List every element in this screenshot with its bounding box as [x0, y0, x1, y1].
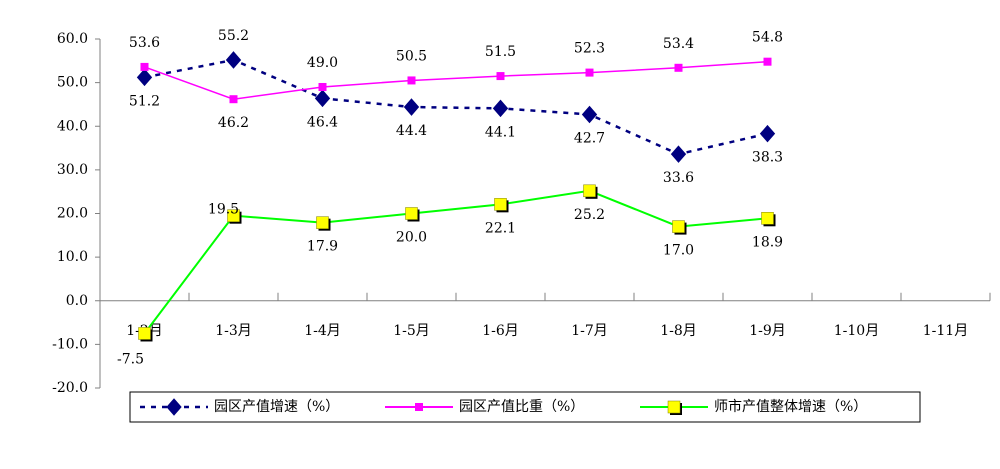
data-label: 17.0	[663, 243, 694, 259]
legend-item: 园区产值增速（%）	[140, 398, 339, 416]
y-tick-label: 10.0	[57, 249, 88, 265]
data-label: 44.1	[485, 124, 516, 140]
data-label: 25.2	[574, 207, 605, 223]
y-tick-label: 0.0	[66, 293, 88, 309]
data-label: 46.2	[218, 115, 249, 131]
marker-face	[494, 198, 507, 211]
data-label: 49.0	[307, 55, 338, 71]
y-tick-label: 30.0	[57, 162, 88, 178]
data-label: 33.6	[663, 170, 694, 186]
marker-face	[138, 327, 151, 340]
x-tick-label: 1-3月	[215, 323, 252, 339]
y-tick-label: -20.0	[52, 380, 88, 396]
series-line	[144, 60, 768, 100]
marker	[318, 82, 327, 91]
y-tick-label: 50.0	[57, 75, 88, 91]
data-label: 22.1	[485, 220, 516, 236]
marker	[166, 398, 182, 416]
marker-face	[667, 400, 681, 414]
data-label: 20.0	[396, 230, 427, 246]
series-line	[144, 58, 768, 156]
x-tick-label: 1-7月	[571, 323, 608, 339]
legend-label: 师市产值整体增速（%）	[714, 398, 867, 415]
x-tick-label: 1-6月	[482, 323, 519, 339]
data-label: 50.5	[396, 48, 427, 64]
y-tick-label: 60.0	[57, 31, 88, 47]
data-label: 51.5	[485, 44, 516, 60]
marker	[674, 63, 683, 72]
data-label: 51.2	[129, 93, 160, 109]
marker	[492, 99, 509, 118]
marker	[670, 145, 687, 163]
data-label: 19.5	[208, 202, 239, 218]
marker	[761, 212, 776, 227]
marker	[759, 124, 776, 143]
data-label: -7.5	[117, 351, 144, 367]
data-label: 17.9	[307, 239, 338, 255]
x-tick-label: 1-11月	[923, 323, 968, 339]
legend-item: 园区产值比重（%）	[385, 399, 584, 415]
data-label: 46.4	[307, 114, 338, 130]
marker	[140, 62, 149, 71]
marker-face	[672, 220, 685, 233]
marker	[225, 51, 242, 69]
data-label: 55.2	[218, 28, 249, 44]
data-label: 53.4	[663, 36, 694, 52]
marker	[405, 207, 420, 222]
y-tick-label: 20.0	[57, 206, 88, 222]
marker	[314, 89, 331, 108]
legend-label: 园区产值比重（%）	[459, 399, 584, 415]
data-label: 44.4	[396, 123, 427, 139]
x-tick-label: 1-4月	[304, 323, 341, 339]
marker	[136, 68, 153, 87]
marker-face	[583, 184, 596, 198]
marker	[667, 400, 682, 415]
marker	[138, 327, 153, 342]
marker	[583, 184, 598, 199]
marker	[407, 76, 416, 85]
y-tick-label: 40.0	[57, 118, 88, 134]
marker	[415, 403, 423, 411]
marker	[494, 198, 509, 213]
x-tick-label: 1-9月	[749, 323, 786, 339]
data-label: 52.3	[574, 41, 605, 57]
data-label: 18.9	[752, 234, 783, 250]
x-tick-label: 1-8月	[660, 323, 697, 339]
marker	[763, 57, 772, 66]
data-label: 38.3	[752, 150, 783, 166]
y-tick-label: -10.0	[52, 336, 88, 352]
marker	[227, 209, 242, 224]
marker-face	[405, 207, 418, 220]
marker	[403, 98, 420, 116]
x-tick-label: 1-10月	[834, 323, 879, 339]
marker-face	[316, 216, 329, 229]
marker	[316, 216, 331, 231]
marker-face	[761, 212, 774, 225]
x-tick-label: 1-5月	[393, 323, 430, 339]
marker	[672, 220, 687, 235]
data-label: 54.8	[752, 30, 783, 46]
legend-label: 园区产值增速（%）	[214, 399, 339, 415]
marker	[581, 105, 598, 124]
legend-item: 师市产值整体增速（%）	[640, 398, 867, 415]
marker	[585, 68, 594, 77]
legend-box	[129, 391, 921, 423]
data-label: 42.7	[574, 130, 605, 146]
marker	[496, 72, 505, 81]
marker	[229, 95, 238, 104]
series-line	[143, 189, 768, 335]
marker-face	[227, 209, 240, 222]
data-label: 53.6	[129, 35, 160, 51]
